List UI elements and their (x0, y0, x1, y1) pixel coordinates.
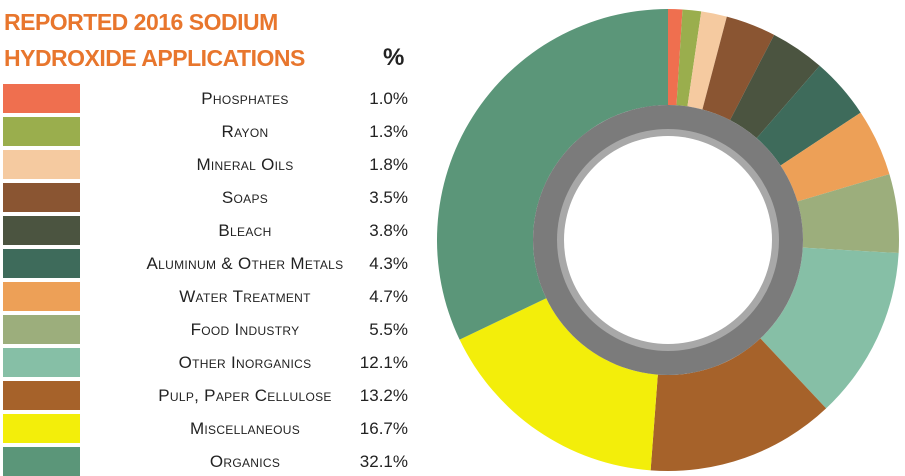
value-label: 4.3% (369, 254, 408, 273)
legend-row: Phosphates 1.0% (0, 84, 420, 113)
value-label: 1.0% (369, 89, 408, 108)
slice (797, 174, 899, 254)
legend-row: Food Industry 5.5% (0, 315, 420, 344)
legend-label: Pulp, Paper Cellulose (158, 386, 332, 405)
value-label: 5.5% (369, 320, 408, 339)
legend-label: Phosphates (201, 89, 289, 108)
slice (650, 338, 827, 472)
legend-swatch (3, 150, 80, 179)
legend-swatch (3, 381, 80, 410)
legend-swatch (3, 249, 80, 278)
slice (702, 16, 775, 121)
legend-label: Mineral Oils (196, 155, 294, 174)
legend-label: Bleach (218, 221, 272, 240)
legend-swatch (3, 315, 80, 344)
slice (780, 112, 890, 202)
slice (760, 247, 899, 409)
value-label: 1.8% (369, 155, 408, 174)
value-header: % (383, 44, 405, 71)
legend-swatch (3, 348, 80, 377)
value-label: 12.1% (359, 353, 408, 372)
legend-swatch (3, 183, 80, 212)
legend-row: Water Treatment 4.7% (0, 282, 420, 311)
slice (668, 9, 683, 106)
value-label: 4.7% (369, 287, 408, 306)
legend-row: Other Inorganics 12.1% (0, 348, 420, 377)
legend-row: Mineral Oils 1.8% (0, 150, 420, 179)
value-label: 32.1% (359, 452, 408, 471)
legend-swatch (3, 117, 80, 146)
slice (459, 298, 658, 471)
legend-row: Rayon 1.3% (0, 117, 420, 146)
legend-swatch (3, 447, 80, 476)
legend-label: Soaps (221, 188, 269, 207)
value-label: 3.8% (369, 221, 408, 240)
legend-row: Aluminum & Other Metals 4.3% (0, 249, 420, 278)
legend-swatch (3, 282, 80, 311)
legend-row: Bleach 3.8% (0, 216, 420, 245)
value-label: 3.5% (369, 188, 408, 207)
slice (437, 9, 668, 340)
legend-swatch (3, 84, 80, 113)
slice (676, 9, 702, 107)
legend-row: Organics 32.1% (0, 447, 420, 476)
legend-swatch (3, 216, 80, 245)
legend-label: Water Treatment (179, 287, 311, 306)
slice (687, 11, 727, 110)
legend-label: Organics (209, 452, 281, 471)
value-label: 1.3% (369, 122, 408, 141)
legend-label: Rayon (221, 122, 269, 141)
legend-label: Food Industry (190, 320, 300, 339)
slice (756, 65, 861, 166)
chart-title: REPORTED 2016 SODIUM HYDROXIDE APPLICATI… (4, 9, 305, 71)
legend-swatch (3, 414, 80, 443)
slice (730, 34, 820, 139)
hole (564, 136, 772, 344)
value-label: 13.2% (359, 386, 408, 405)
legend-row: Soaps 3.5% (0, 183, 420, 212)
legend-row: Pulp, Paper Cellulose 13.2% (0, 381, 420, 410)
legend-label: Aluminum & Other Metals (146, 254, 344, 273)
legend-row: Miscellaneous 16.7% (0, 414, 420, 443)
legend-label: Other Inorganics (178, 353, 312, 372)
value-label: 16.7% (359, 419, 408, 438)
legend-label: Miscellaneous (189, 419, 301, 438)
